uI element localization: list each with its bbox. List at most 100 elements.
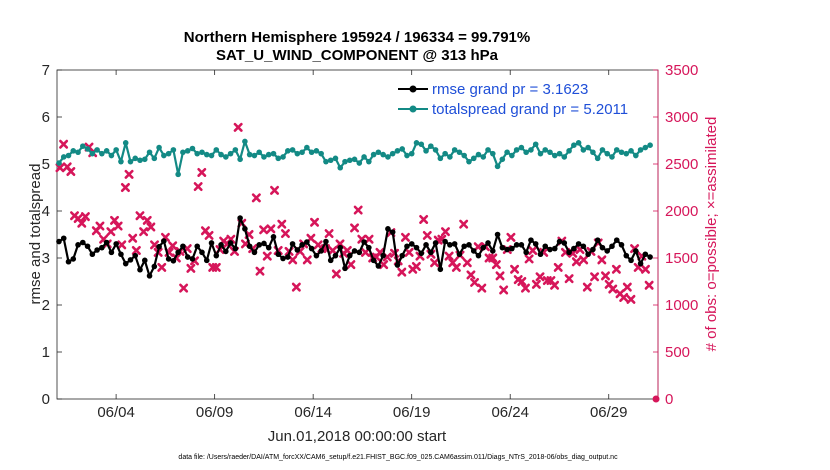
rmse-point: [351, 248, 358, 254]
obs-marker: [477, 283, 487, 293]
obs-marker: [619, 292, 629, 302]
obs-marker: [146, 222, 156, 232]
obs-marker: [331, 269, 341, 279]
x-tick-label: 06/14: [294, 404, 332, 421]
obs-marker: [360, 247, 370, 257]
obs-marker: [462, 258, 472, 268]
obs-marker: [266, 224, 276, 234]
rmse-point: [189, 256, 196, 262]
totalspread-point: [299, 149, 305, 156]
totalspread-point: [251, 152, 258, 159]
rmse-point: [318, 248, 324, 254]
rmse-point: [489, 248, 496, 254]
rmse-point: [590, 246, 596, 253]
totalspread-point: [399, 146, 406, 152]
obs-marker: [430, 258, 440, 268]
obs-marker: [473, 242, 483, 252]
rmse-point: [151, 263, 158, 270]
totalspread-point: [461, 152, 467, 159]
rmse-point: [375, 263, 382, 269]
obs-marker: [626, 294, 636, 304]
rmse-point: [313, 252, 320, 259]
rmse-point: [99, 244, 105, 251]
totalspread-point: [108, 152, 115, 159]
rmse-point: [208, 240, 215, 246]
data-file-footnote: data file: /Users/raeder/DAI/ATM_forcXX/…: [178, 454, 618, 461]
obs-marker: [579, 255, 589, 265]
obs-marker: [204, 230, 214, 240]
totalspread-point: [404, 152, 410, 159]
rmse-point: [184, 254, 191, 260]
totalspread-point: [161, 152, 167, 159]
rmse-point: [571, 245, 577, 252]
totalspread-point: [575, 140, 582, 146]
totalspread-point: [590, 149, 596, 156]
totalspread-point: [504, 149, 510, 156]
rmse-point: [585, 251, 591, 258]
rmse-point: [537, 251, 544, 258]
totalspread-point: [542, 147, 549, 153]
right-y-tick-label: 500: [665, 344, 690, 361]
obs-marker: [113, 221, 123, 231]
totalspread-point: [318, 150, 324, 157]
totalspread-point: [494, 163, 501, 170]
rmse-point: [127, 257, 134, 263]
rmse-point: [494, 231, 501, 238]
rmse-point: [270, 234, 277, 240]
rmse-point: [180, 243, 186, 250]
totalspread-point: [413, 140, 420, 146]
rmse-point: [265, 244, 272, 251]
totalspread-point: [361, 154, 367, 160]
totalspread-point: [623, 150, 630, 157]
totalspread-point: [232, 147, 239, 153]
totalspread-point: [509, 152, 515, 159]
obs-marker: [419, 214, 429, 224]
obs-marker: [288, 255, 298, 265]
rmse-point: [242, 226, 248, 232]
rmse-point: [594, 237, 601, 243]
totalspread-point: [528, 147, 534, 153]
totalspread-point: [270, 150, 277, 157]
totalspread-point: [633, 152, 639, 159]
rmse-point: [227, 240, 234, 246]
obs-marker: [459, 219, 469, 229]
totalspread-point: [294, 150, 301, 157]
rmse-point: [261, 240, 267, 247]
rmse-point: [618, 242, 625, 248]
totalspread-point: [437, 155, 444, 162]
totalspread-point: [280, 154, 286, 160]
obs-marker: [652, 395, 660, 403]
totalspread-point: [609, 154, 615, 160]
obs-marker: [66, 167, 76, 177]
rmse-point: [523, 249, 529, 256]
left-y-tick-label: 2: [42, 297, 50, 314]
totalspread-point: [70, 148, 77, 154]
rmse-point: [194, 243, 201, 250]
rmse-point: [294, 247, 301, 253]
totalspread-point: [223, 154, 229, 160]
obs-marker: [131, 245, 141, 255]
obs-marker: [106, 227, 116, 237]
totalspread-point: [394, 148, 401, 154]
rmse-point: [237, 215, 243, 221]
totalspread-point: [547, 149, 553, 156]
rmse-point: [60, 235, 67, 242]
totalspread-point: [84, 146, 91, 152]
rmse-point: [423, 242, 429, 248]
obs-marker: [120, 183, 130, 192]
obs-marker: [470, 277, 480, 287]
rmse-series: [56, 215, 653, 279]
obs-marker: [582, 282, 592, 292]
obs-marker: [168, 241, 178, 251]
obs-marker: [135, 211, 145, 221]
totalspread-point: [118, 158, 124, 165]
obs-marker: [95, 221, 105, 231]
rmse-point: [256, 242, 262, 248]
totalspread-point: [184, 148, 191, 154]
totalspread-point: [346, 157, 353, 164]
rmse-point: [480, 244, 487, 251]
rmse-point: [56, 238, 62, 245]
rmse-point: [175, 249, 181, 256]
rmse-point: [361, 239, 367, 245]
